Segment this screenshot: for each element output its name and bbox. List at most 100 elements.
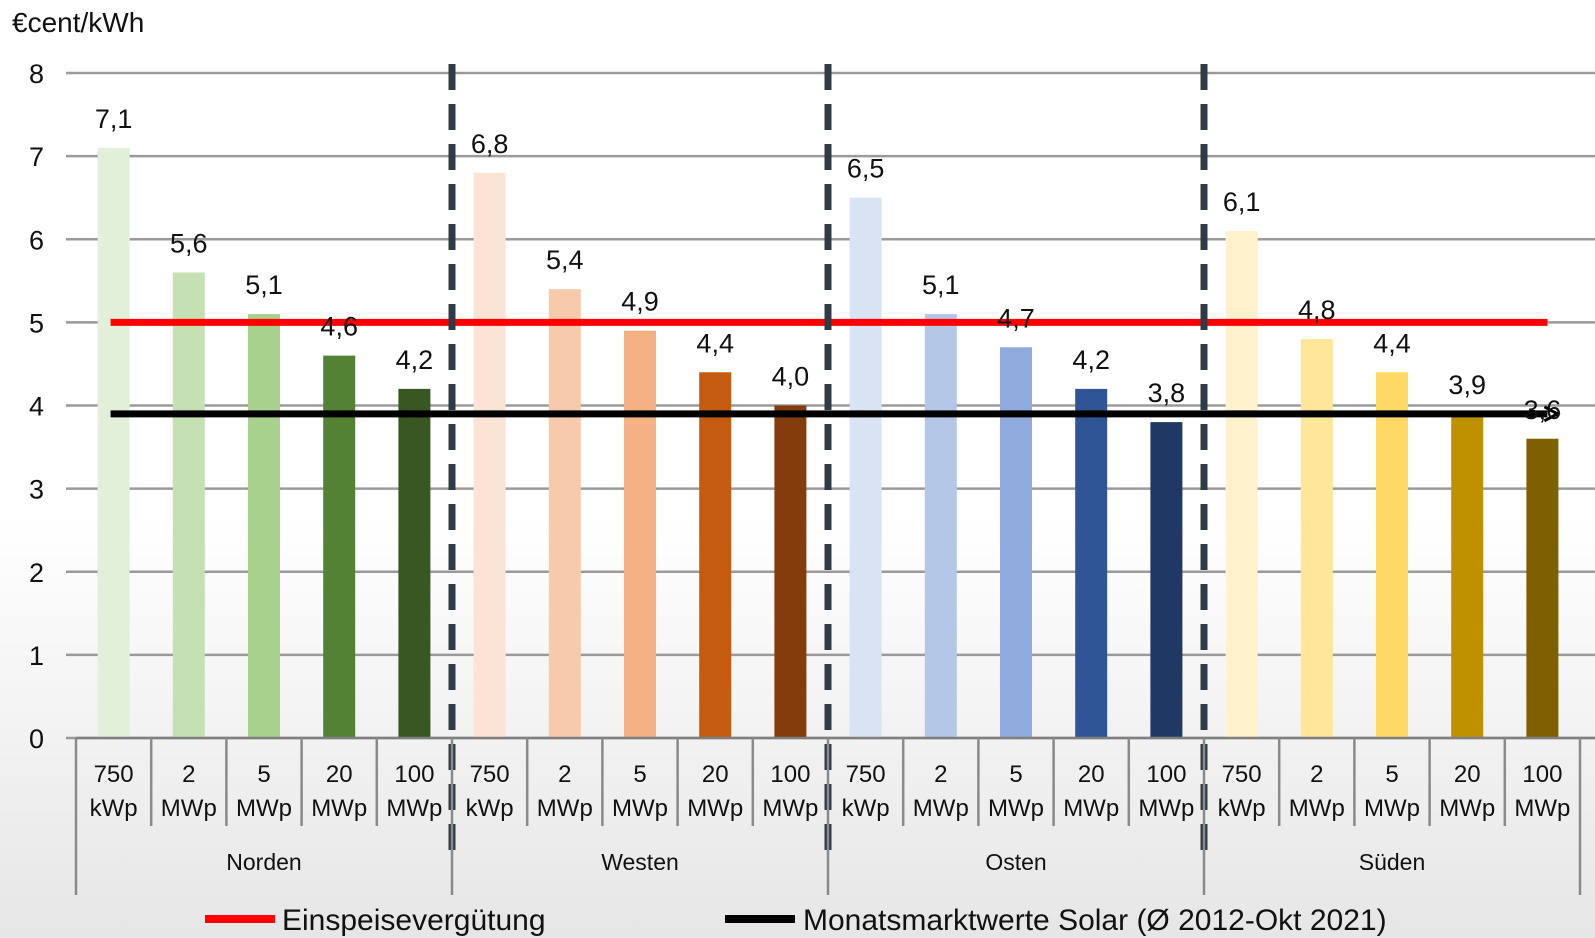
x-tick-label: MWp <box>1138 795 1194 822</box>
bar <box>624 330 656 738</box>
data-label: 5,1 <box>922 270 960 300</box>
x-axis: 750 kWp 2 MWp 5 MWp 20 MWp 100 MWp Norden 750 kWp 2 MW… <box>74 736 1595 895</box>
x-tick-label: 2 <box>934 761 947 788</box>
x-tick-label: 20 <box>1078 761 1105 788</box>
x-tick-label: kWp <box>466 795 514 822</box>
x-tick-label: MWp <box>988 795 1044 822</box>
arrow-head-icon <box>1543 405 1561 423</box>
data-label: 4,9 <box>621 287 659 317</box>
y-tick-label: 0 <box>29 724 44 754</box>
x-group-label: Norden <box>226 849 301 875</box>
bar <box>473 172 506 738</box>
data-label: 6,1 <box>1223 187 1261 217</box>
x-tick-label: 5 <box>633 761 646 788</box>
x-tick-label: MWp <box>612 795 668 822</box>
data-label: 5,4 <box>546 245 584 275</box>
y-tick-label: 3 <box>29 475 44 505</box>
x-tick-label: 750 <box>94 761 134 788</box>
bar <box>1451 413 1484 738</box>
bar <box>398 388 431 738</box>
y-tick-label: 2 <box>29 558 44 588</box>
data-label: 5,6 <box>170 229 208 259</box>
x-tick-label: MWp <box>1439 795 1495 822</box>
x-tick-label: 2 <box>182 761 195 788</box>
x-tick-label: MWp <box>161 795 217 822</box>
bar <box>1376 372 1408 738</box>
data-label: 6,5 <box>847 154 885 184</box>
bar <box>323 355 356 738</box>
x-tick-label: 100 <box>1146 761 1186 788</box>
x-tick-label: MWp <box>1063 795 1119 822</box>
x-tick-label: 20 <box>1454 761 1481 788</box>
data-label: 5,1 <box>245 270 283 300</box>
x-tick-label: kWp <box>842 795 890 822</box>
y-axis-ticks: 0 1 2 3 4 5 6 7 8 <box>29 59 44 754</box>
bar <box>1000 347 1032 738</box>
x-tick-label: MWp <box>762 795 818 822</box>
y-tick-label: 5 <box>29 308 44 338</box>
x-tick-label: 5 <box>257 761 270 788</box>
data-label: 3,8 <box>1148 378 1186 408</box>
x-tick-label: MWp <box>537 795 593 822</box>
x-tick-label: MWp <box>1364 795 1420 822</box>
y-tick-label: 1 <box>29 641 44 671</box>
y-tick-label: 7 <box>29 142 44 172</box>
bars <box>97 147 1559 738</box>
x-tick-label: MWp <box>913 795 969 822</box>
bar <box>774 405 807 738</box>
x-tick-label: 100 <box>394 761 434 788</box>
data-label: 4,8 <box>1298 295 1336 325</box>
x-tick-label: kWp <box>90 795 138 822</box>
x-group-label: Westen <box>601 849 679 875</box>
bar <box>1526 438 1559 738</box>
bar <box>248 314 280 738</box>
x-tick-label: 5 <box>1009 761 1022 788</box>
bar <box>172 272 205 738</box>
y-tick-label: 6 <box>29 225 44 255</box>
x-tick-label: MWp <box>236 795 292 822</box>
data-label: 3,9 <box>1448 370 1486 400</box>
data-label: 4,7 <box>997 303 1035 333</box>
bar <box>849 197 882 738</box>
x-tick-label: 750 <box>470 761 510 788</box>
bar <box>699 372 732 738</box>
data-label: 4,6 <box>320 312 358 342</box>
data-label: 3,6 <box>1524 395 1562 425</box>
group-separators <box>448 64 1208 855</box>
y-tick-label: 4 <box>29 392 44 422</box>
data-label: 7,1 <box>95 104 133 134</box>
legend-label: Monatsmarktwerte Solar (Ø 2012-Okt 2021) <box>803 904 1387 937</box>
x-tick-label: 20 <box>702 761 729 788</box>
x-tick-label: 2 <box>558 761 571 788</box>
x-tick-label: kWp <box>1218 795 1266 822</box>
legend-label: Einspeisevergütung <box>282 904 546 937</box>
data-label: 4,2 <box>1072 345 1110 375</box>
x-group-label: Osten <box>985 849 1046 875</box>
x-tick-label: MWp <box>386 795 442 822</box>
x-tick-label: 5 <box>1385 761 1398 788</box>
x-tick-label: 750 <box>1222 761 1262 788</box>
x-tick-label: MWp <box>311 795 367 822</box>
x-group-label: Süden <box>1359 849 1426 875</box>
x-tick-label: 100 <box>1522 761 1562 788</box>
data-label: 4,4 <box>696 328 734 358</box>
x-tick-label: 20 <box>326 761 353 788</box>
x-tick-label: 100 <box>770 761 810 788</box>
y-tick-label: 8 <box>29 59 44 89</box>
x-tick-label: 750 <box>846 761 886 788</box>
bar <box>548 289 581 738</box>
data-label: 4,4 <box>1373 328 1411 358</box>
legend: Einspeisevergütung Monatsmarktwerte Solar… <box>205 904 1387 937</box>
bar <box>1225 230 1258 738</box>
x-tick-label: MWp <box>1514 795 1570 822</box>
bar <box>97 147 130 738</box>
data-label: 6,8 <box>471 129 509 159</box>
data-label: 4,2 <box>396 345 434 375</box>
x-tick-label: MWp <box>687 795 743 822</box>
x-tick-label: MWp <box>1289 795 1345 822</box>
bar <box>1075 388 1108 738</box>
data-label: 4,0 <box>772 362 810 392</box>
data-labels: 7,1 5,6 5,1 4,6 4,2 6,8 5,4 4,9 4,4 4,0 6,5 5,1 4,7 4… <box>95 104 1561 425</box>
bar <box>1150 422 1183 738</box>
